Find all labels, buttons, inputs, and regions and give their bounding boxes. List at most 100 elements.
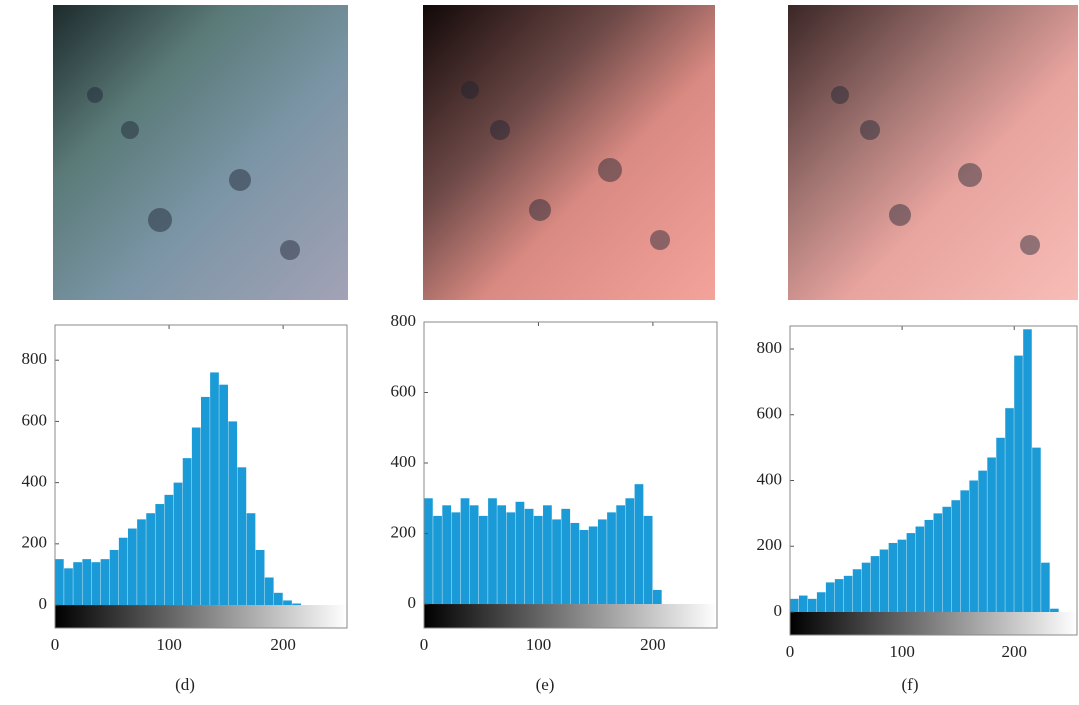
bar [861, 562, 871, 612]
bar [451, 512, 461, 605]
caption: (f) [902, 675, 919, 694]
bar [73, 562, 82, 606]
bar [91, 562, 101, 606]
caption: (e) [536, 675, 555, 694]
bar [219, 384, 228, 606]
photo-texture [87, 81, 1040, 260]
y-tick-label: 200 [757, 535, 783, 554]
photo [53, 5, 348, 300]
x-tick-label: 0 [786, 642, 795, 661]
bar [915, 526, 925, 612]
bar [533, 515, 543, 605]
caption: (d) [175, 675, 195, 694]
bar [607, 512, 616, 605]
bar [552, 519, 561, 605]
bar [870, 556, 880, 612]
bar [506, 512, 516, 605]
bar [274, 592, 283, 606]
bar [182, 458, 192, 606]
bar [283, 600, 292, 606]
y-tick-label: 400 [757, 469, 783, 488]
bar [634, 484, 644, 605]
bar [469, 505, 479, 605]
y-tick-label: 800 [391, 311, 417, 330]
y-tick-label: 0 [774, 601, 783, 620]
bar [652, 589, 662, 605]
bar [852, 569, 862, 612]
y-tick-label: 600 [757, 404, 783, 423]
y-tick-label: 400 [391, 452, 417, 471]
colorbar [790, 611, 1077, 635]
colorbar [424, 604, 717, 628]
bar [825, 582, 835, 612]
bar [897, 539, 907, 612]
bar [155, 504, 165, 606]
bar [442, 505, 452, 605]
bar [146, 513, 155, 606]
bar [588, 526, 598, 605]
x-tick-label: 0 [51, 635, 60, 654]
bar [264, 577, 274, 606]
y-tick-label: 800 [757, 338, 783, 357]
bar [924, 519, 934, 612]
bar [173, 482, 183, 606]
bar [906, 533, 916, 612]
bar [951, 500, 961, 612]
bar [643, 515, 653, 605]
bar [478, 515, 488, 605]
bar [1032, 447, 1041, 612]
bar [625, 498, 635, 605]
bar [82, 559, 92, 606]
bar [1023, 329, 1032, 612]
bar [210, 372, 219, 606]
x-tick-label: 100 [156, 635, 182, 654]
bar [201, 396, 210, 606]
bar [1005, 408, 1014, 612]
bar [191, 427, 201, 606]
bar [807, 598, 817, 612]
bar [100, 559, 110, 606]
photo [788, 5, 1078, 300]
axes-frame [423, 321, 718, 629]
bar [969, 480, 978, 612]
y-tick-label: 0 [408, 593, 417, 612]
bar [996, 437, 1005, 612]
bar [292, 603, 301, 606]
bar [843, 575, 853, 612]
bar [570, 522, 580, 605]
photo [423, 5, 715, 300]
x-tick-label: 200 [270, 635, 296, 654]
bar [1014, 355, 1023, 612]
bar [55, 559, 64, 606]
bar [834, 579, 844, 612]
bar [128, 528, 137, 606]
bar [433, 515, 442, 605]
bar [579, 529, 589, 605]
bar [561, 508, 571, 605]
y-tick-label: 200 [391, 522, 417, 541]
bar [137, 519, 146, 606]
bar [164, 494, 174, 606]
bar [488, 498, 497, 605]
bar [1041, 562, 1050, 612]
bar [118, 537, 128, 606]
y-tick-label: 600 [22, 410, 48, 429]
x-tick-label: 200 [1001, 642, 1027, 661]
x-tick-label: 100 [889, 642, 915, 661]
bar [228, 421, 238, 606]
bar [790, 598, 799, 612]
axes-frame [789, 325, 1078, 636]
bar [424, 498, 433, 605]
bar [987, 457, 996, 612]
axes-frame [54, 324, 348, 629]
x-tick-label: 100 [526, 635, 552, 654]
bar [543, 505, 552, 605]
colorbar [55, 605, 347, 628]
bar [978, 470, 987, 612]
bar [255, 549, 265, 606]
bar [64, 568, 73, 606]
y-tick-label: 200 [22, 533, 48, 552]
bar [816, 592, 826, 612]
bar [1050, 608, 1059, 612]
